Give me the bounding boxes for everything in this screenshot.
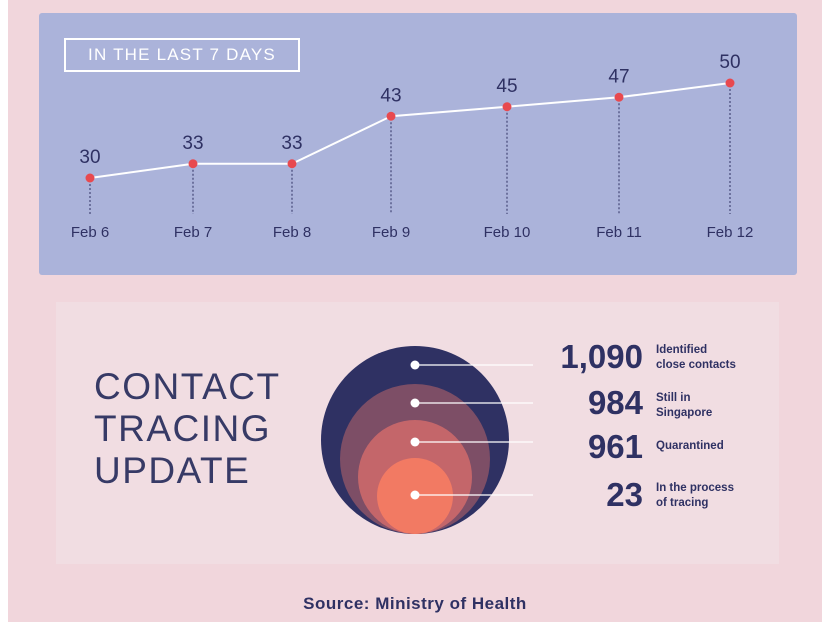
data-point-2 [188, 159, 198, 169]
stat-tracing-value: 23 [606, 476, 643, 513]
title-line-3: UPDATE [94, 450, 251, 491]
title-line-1: CONTACT [94, 366, 281, 407]
data-point-6 [614, 92, 624, 102]
series-line [89, 82, 731, 179]
data-label-4: 43 [380, 85, 401, 106]
x-tick-label-4: Feb 9 [372, 224, 410, 241]
data-point-5 [502, 102, 512, 112]
x-tick-label-5: Feb 10 [484, 224, 531, 241]
data-label-5: 45 [496, 76, 517, 97]
data-point-4 [386, 111, 396, 121]
cases-chart-panel: IN THE LAST 7 DAYS 30 Feb 6 33 Feb 7 33 Feb 8… [39, 13, 797, 275]
contact-tracing-title: CONTACT TRACING UPDATE [94, 366, 281, 492]
data-point-7 [725, 78, 735, 88]
chart-title-badge: IN THE LAST 7 DAYS [64, 38, 300, 72]
data-label-1: 30 [79, 147, 100, 168]
x-tick-label-2: Feb 7 [174, 224, 212, 241]
stat-quarantined-label: Quarantined [656, 440, 724, 452]
stat-close-contacts-value: 1,090 [560, 338, 643, 375]
connector-dot-4 [410, 490, 420, 500]
contact-tracing-panel: CONTACT TRACING UPDATE 1,090 Identified … [56, 302, 779, 564]
x-tick-label-6: Feb 11 [596, 224, 642, 241]
title-line-2: TRACING [94, 408, 271, 449]
nested-circles-diagram [321, 346, 533, 534]
x-tick-label-3: Feb 8 [273, 224, 311, 241]
stat-tracing-label: In the process of tracing [656, 482, 734, 509]
x-tick-label-1: Feb 6 [71, 224, 109, 241]
stat-in-singapore-value: 984 [587, 384, 643, 421]
connector-dot-1 [410, 360, 420, 370]
x-tick-label-7: Feb 12 [707, 224, 754, 241]
connector-dot-3 [410, 437, 420, 447]
data-label-7: 50 [719, 52, 740, 73]
data-label-3: 33 [281, 133, 302, 154]
data-point-3 [287, 159, 297, 169]
data-label-2: 33 [182, 133, 203, 154]
stat-in-singapore-label: Still in Singapore [656, 392, 713, 419]
stat-quarantined-value: 961 [587, 428, 643, 465]
data-point-1 [85, 173, 95, 183]
data-label-6: 47 [608, 66, 629, 87]
stat-close-contacts-label: Identified close contacts [656, 344, 736, 371]
connector-dot-2 [410, 398, 420, 408]
line-chart: 30 Feb 6 33 Feb 7 33 Feb 8 43 Feb 9 45 Feb 10 47 Fe… [71, 52, 754, 241]
source-credit: Source: Ministry of Health [303, 594, 527, 613]
